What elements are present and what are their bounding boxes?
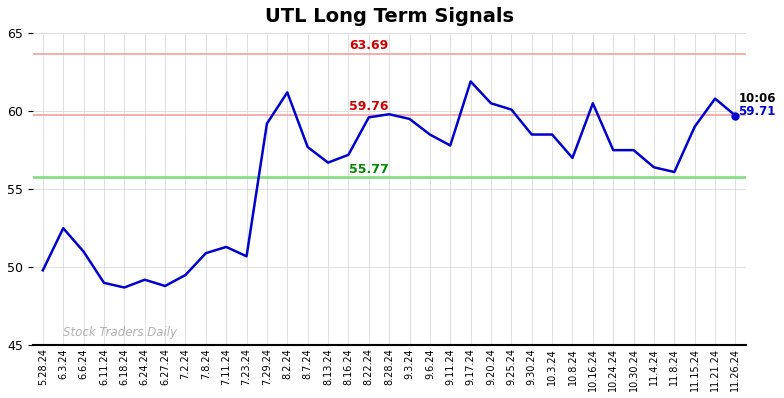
Text: 59.71: 59.71 [739, 105, 776, 118]
Text: 63.69: 63.69 [349, 39, 388, 52]
Text: Stock Traders Daily: Stock Traders Daily [64, 326, 177, 339]
Title: UTL Long Term Signals: UTL Long Term Signals [265, 7, 514, 26]
Text: 10:06: 10:06 [739, 92, 776, 105]
Text: 59.76: 59.76 [349, 100, 389, 113]
Text: 55.77: 55.77 [349, 163, 389, 176]
